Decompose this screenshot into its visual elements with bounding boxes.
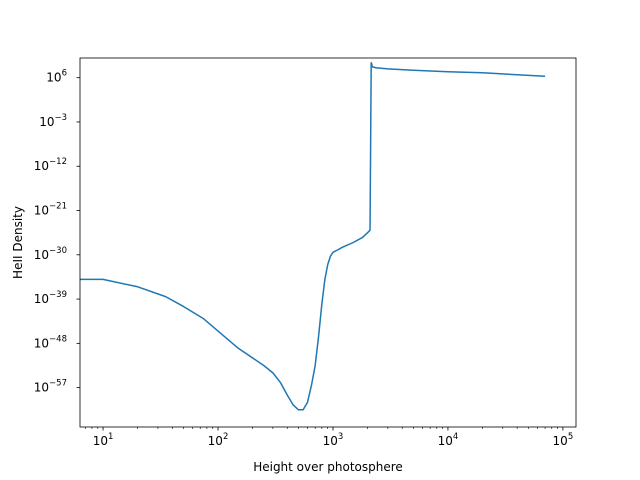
- y-tick-label: 10−3: [39, 113, 67, 129]
- x-tick-label: 105: [553, 432, 574, 448]
- y-axis-label: HeII Density: [11, 206, 25, 279]
- x-axis: 101 102 103 104 105: [84, 427, 574, 448]
- x-tick-label: 104: [438, 432, 459, 448]
- y-tick-label: 10−12: [34, 157, 67, 173]
- y-tick-label: 10−21: [34, 202, 67, 218]
- x-axis-label: Height over photosphere: [253, 460, 403, 474]
- x-tick-label: 101: [93, 432, 114, 448]
- y-tick-label: 10−39: [34, 290, 67, 306]
- plot-area: [79, 57, 577, 428]
- y-tick-label: 10−30: [34, 246, 67, 262]
- x-tick-label: 102: [208, 432, 229, 448]
- y-tick-label: 106: [46, 69, 67, 85]
- y-tick-label: 10−57: [34, 379, 67, 395]
- series-line: [80, 62, 546, 411]
- x-tick-label: 103: [323, 432, 344, 448]
- plot-frame: [79, 57, 577, 428]
- y-axis: 106 10−3 10−12 10−21 10−30 10−39 10−48 10−57: [34, 69, 80, 395]
- y-tick-label: 10−48: [34, 334, 67, 350]
